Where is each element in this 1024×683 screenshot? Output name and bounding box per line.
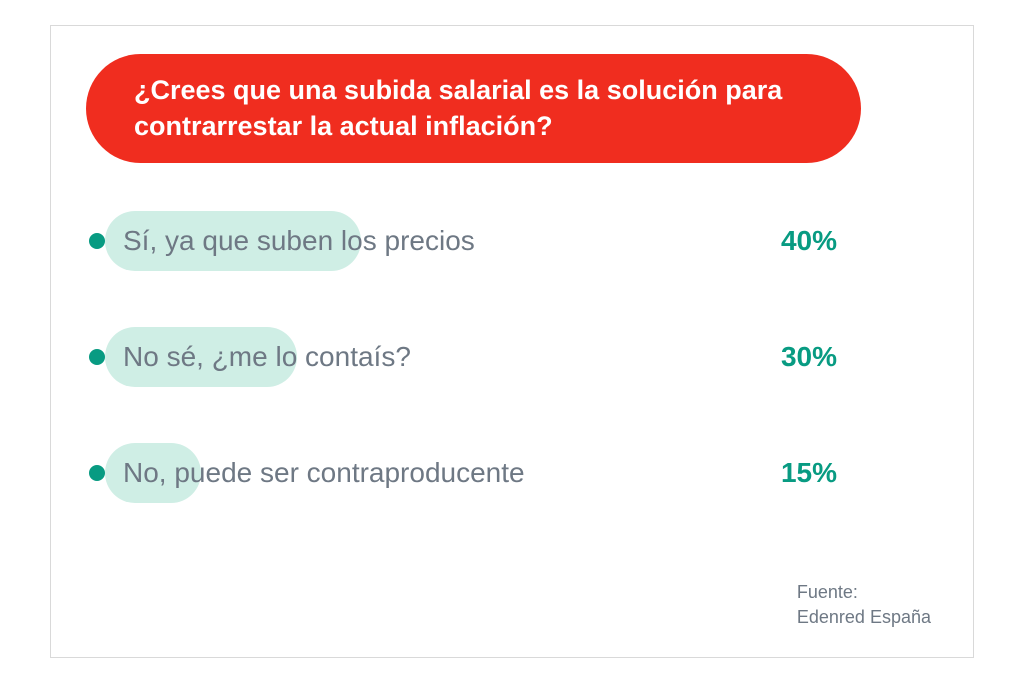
source-attribution: Fuente: Edenred España <box>797 580 931 629</box>
option-pct: 15% <box>781 457 837 489</box>
option-row: Sí, ya que suben los precios 40% <box>89 211 937 271</box>
question-pill: ¿Crees que una subida salarial es la sol… <box>86 54 861 163</box>
option-pct: 30% <box>781 341 837 373</box>
source-label: Fuente: <box>797 580 931 604</box>
option-label: No, puede ser contraproducente <box>123 457 525 489</box>
option-row: No, puede ser contraproducente 15% <box>89 443 937 503</box>
question-text: ¿Crees que una subida salarial es la sol… <box>134 75 782 141</box>
source-value: Edenred España <box>797 605 931 629</box>
bullet-icon <box>89 465 105 481</box>
options-list: Sí, ya que suben los precios 40% No sé, … <box>89 211 937 559</box>
option-row: No sé, ¿me lo contaís? 30% <box>89 327 937 387</box>
bullet-icon <box>89 233 105 249</box>
bullet-icon <box>89 349 105 365</box>
chart-card: ¿Crees que una subida salarial es la sol… <box>50 25 974 658</box>
option-label: No sé, ¿me lo contaís? <box>123 341 411 373</box>
option-label: Sí, ya que suben los precios <box>123 225 475 257</box>
option-pct: 40% <box>781 225 837 257</box>
